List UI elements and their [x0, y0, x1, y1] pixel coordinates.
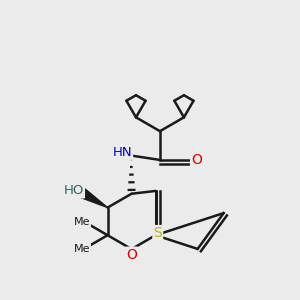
Text: Me: Me	[74, 244, 90, 254]
Text: O: O	[191, 153, 202, 167]
Text: HN: HN	[112, 146, 132, 159]
Text: O: O	[126, 248, 137, 262]
Text: HO: HO	[64, 184, 84, 197]
Text: Me: Me	[74, 217, 90, 227]
Polygon shape	[80, 189, 108, 208]
Text: S: S	[153, 226, 162, 240]
